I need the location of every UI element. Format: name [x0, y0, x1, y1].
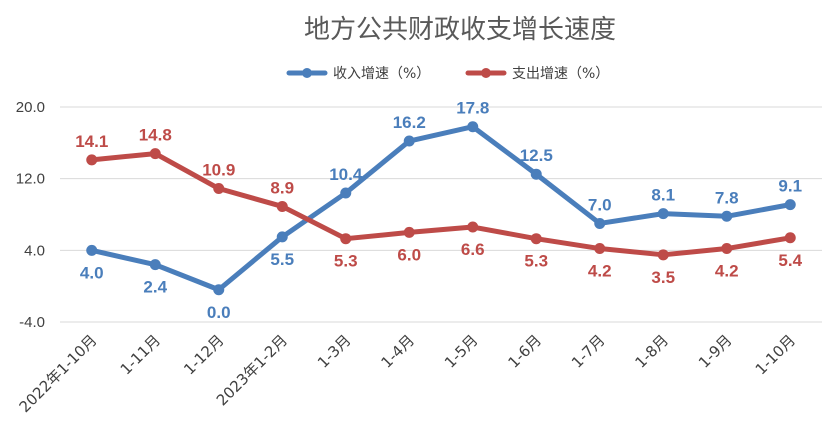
x-tick-label: 1-11月 [117, 331, 164, 378]
chart-title: 地方公共财政收支增长速度 [304, 15, 616, 45]
data-point [530, 233, 542, 245]
data-point [530, 168, 542, 180]
data-point [213, 183, 225, 195]
data-point [213, 284, 225, 296]
data-label: 14.1 [75, 132, 108, 151]
data-label: 12.5 [520, 146, 553, 165]
data-point [467, 221, 479, 233]
x-tick-label: 1-6月 [504, 331, 545, 372]
data-label: 5.3 [524, 252, 548, 271]
data-label: 9.1 [778, 177, 802, 196]
x-tick-label: 1-12月 [180, 331, 227, 378]
data-point [657, 208, 669, 220]
data-point [276, 200, 288, 212]
x-tick-label: 1-4月 [377, 331, 418, 372]
data-label: 14.8 [139, 126, 172, 145]
data-point [340, 187, 352, 199]
data-label: 4.2 [715, 262, 739, 281]
data-point [403, 226, 415, 238]
data-label: 6.0 [397, 245, 421, 264]
x-tick-label: 1-5月 [441, 331, 482, 372]
y-tick-label: 12.0 [16, 171, 45, 188]
data-label: 6.6 [461, 240, 485, 259]
data-label: 4.2 [588, 262, 612, 281]
data-point [467, 121, 479, 133]
data-point [149, 259, 161, 271]
legend-marker [481, 68, 491, 78]
y-tick-label: 20.0 [16, 99, 45, 116]
data-point [86, 154, 98, 166]
legend: 收入增速（%） 支出增速（%） [286, 66, 609, 82]
x-tick-label: 1-3月 [314, 331, 355, 372]
data-point [657, 249, 669, 261]
data-label: 10.4 [329, 165, 363, 184]
data-point [86, 244, 98, 256]
data-point [149, 148, 161, 160]
data-label: 5.5 [270, 250, 294, 269]
data-label: 10.9 [202, 161, 235, 180]
series-layer: 4.0 2.4 0.0 5.5 10.4 16.2 17.8 12.5 7.0 8.1 7.8 9.1… [75, 99, 802, 322]
data-point [721, 210, 733, 222]
data-point [340, 233, 352, 245]
data-label: 8.9 [270, 178, 294, 197]
data-label: 5.3 [334, 252, 358, 271]
data-label: 3.5 [651, 268, 675, 287]
data-label: 7.8 [715, 188, 739, 207]
data-label: 7.0 [588, 195, 612, 214]
data-point [403, 135, 415, 147]
x-tick-label: 2022年1-10月 [16, 331, 101, 416]
x-tick-label: 1-8月 [631, 331, 672, 372]
legend-marker [302, 68, 312, 78]
legend-label: 收入增速（%） [333, 66, 430, 82]
data-point [594, 243, 606, 255]
data-label: 5.4 [778, 251, 802, 270]
data-label: 2.4 [143, 278, 167, 297]
series-line [89, 151, 793, 258]
data-point [594, 217, 606, 229]
y-tick-label: 4.0 [24, 242, 45, 259]
y-axis: -4.0 4.0 12.0 20.0 [16, 99, 45, 331]
data-label: 8.1 [651, 186, 675, 205]
data-label: 16.2 [393, 113, 426, 132]
data-point [784, 199, 796, 211]
x-tick-label: 1-7月 [568, 331, 609, 372]
y-tick-label: -4.0 [19, 314, 45, 331]
data-point [784, 232, 796, 244]
data-point [276, 231, 288, 243]
legend-label: 支出增速（%） [512, 66, 609, 82]
data-label: 17.8 [456, 99, 489, 118]
data-label: 4.0 [80, 263, 104, 282]
x-tick-label: 1-9月 [695, 331, 736, 372]
data-label: 0.0 [207, 303, 231, 322]
x-tick-label: 1-10月 [752, 331, 799, 378]
series-line [89, 124, 793, 293]
data-point [721, 243, 733, 255]
